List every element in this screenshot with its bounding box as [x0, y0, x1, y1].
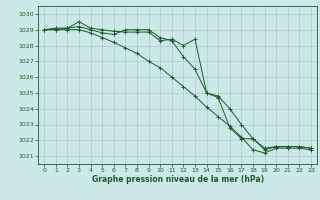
X-axis label: Graphe pression niveau de la mer (hPa): Graphe pression niveau de la mer (hPa) [92, 175, 264, 184]
